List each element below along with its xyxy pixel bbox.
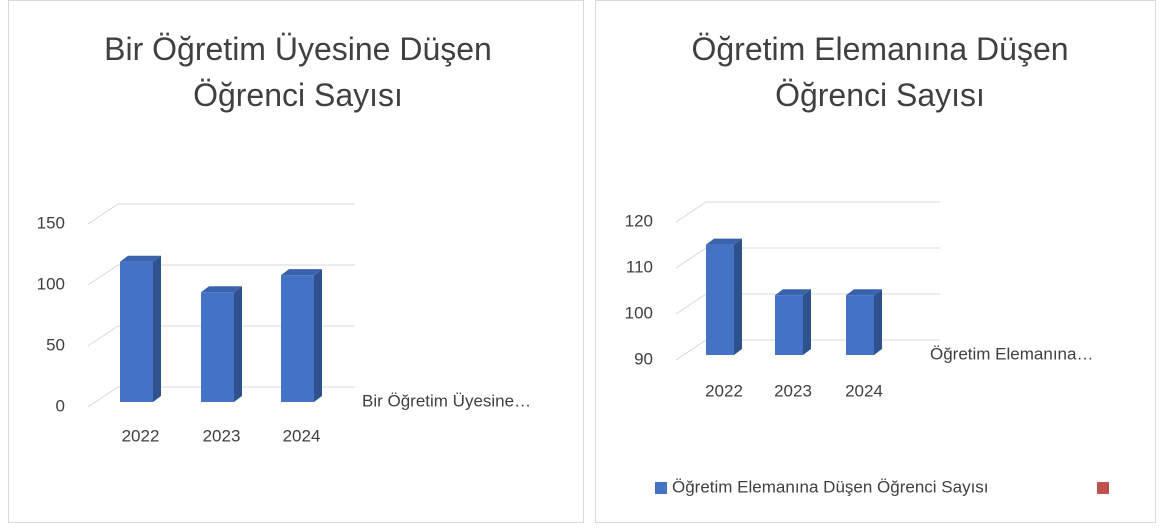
bar xyxy=(120,261,153,402)
bar-side xyxy=(153,255,161,402)
x-tick-label: 2024 xyxy=(845,381,883,400)
bar-top xyxy=(120,255,161,262)
y-tick-label: 90 xyxy=(634,349,653,368)
bar-top xyxy=(706,238,742,245)
grid-line xyxy=(87,203,355,225)
legend-swatch xyxy=(1097,482,1109,494)
y-tick-label: 120 xyxy=(625,211,653,230)
bar-side xyxy=(314,269,322,402)
panel xyxy=(595,0,1156,523)
bar xyxy=(281,275,314,402)
bar xyxy=(201,292,234,402)
bar xyxy=(846,295,874,355)
x-tick-label: 2024 xyxy=(283,426,321,445)
y-tick-label: 100 xyxy=(625,303,653,322)
y-tick-label: 0 xyxy=(56,396,65,415)
legend-swatch xyxy=(655,482,667,494)
bar-top xyxy=(846,289,882,296)
y-tick-label: 110 xyxy=(626,257,653,276)
chart-title: Öğretim Elemanına Düşen Öğrenci Sayısı xyxy=(691,31,1069,113)
bar-side xyxy=(234,286,242,402)
panel xyxy=(8,0,584,523)
grid-line xyxy=(87,325,355,347)
y-tick-label: 100 xyxy=(37,274,65,293)
x-tick-label: 2023 xyxy=(203,426,241,445)
x-tick-label: 2022 xyxy=(705,381,743,400)
bar-side xyxy=(803,289,811,355)
y-tick-label: 150 xyxy=(37,213,65,232)
depth-label: Bir Öğretim Üyesine… xyxy=(362,391,531,410)
grid-line xyxy=(675,201,940,223)
x-tick-label: 2022 xyxy=(122,426,160,445)
depth-label: Öğretim Elemanına… xyxy=(930,344,1093,363)
chart-title: Bir Öğretim Üyesine Düşen Öğrenci Sayısı xyxy=(104,31,492,113)
bar-side xyxy=(734,238,742,355)
bar xyxy=(775,295,803,355)
bar-top xyxy=(201,286,242,293)
x-tick-label: 2023 xyxy=(774,381,812,400)
bar xyxy=(706,244,734,355)
bar-top xyxy=(281,269,322,276)
legend-label: Öğretim Elemanına Düşen Öğrenci Sayısı xyxy=(672,477,989,496)
bar-side xyxy=(874,289,882,355)
grid-line xyxy=(87,264,355,286)
bar-top xyxy=(775,289,811,296)
y-tick-label: 50 xyxy=(46,335,65,354)
grid-line xyxy=(87,386,355,408)
